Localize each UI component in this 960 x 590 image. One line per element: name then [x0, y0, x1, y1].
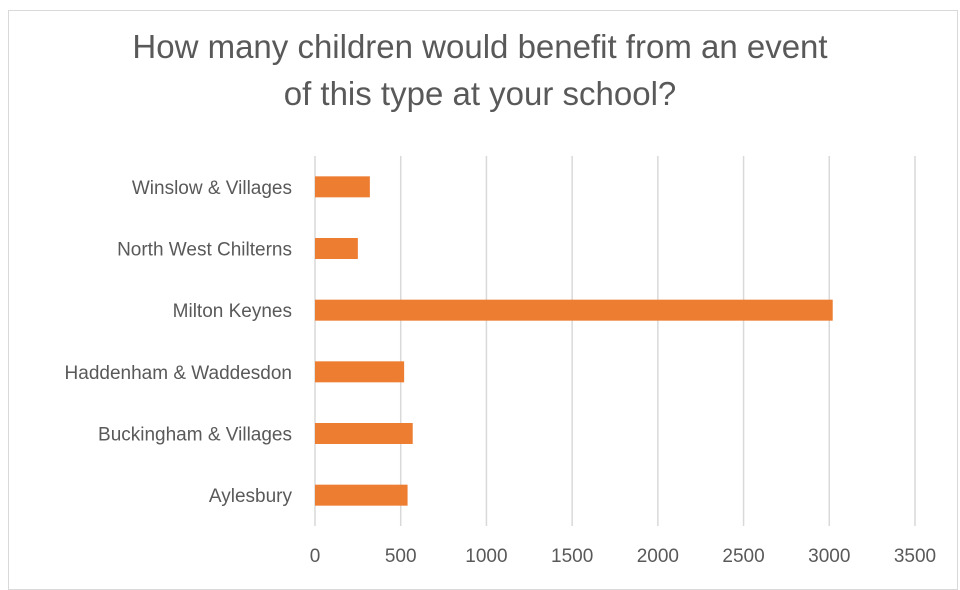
chart-title-line-2: of this type at your school?	[283, 74, 677, 112]
category-label-4: Buckingham & Villages	[98, 425, 292, 446]
x-tick-label-1500: 1500	[551, 546, 593, 567]
category-label-2: Milton Keynes	[173, 301, 292, 322]
x-tick-label-1000: 1000	[465, 546, 507, 567]
category-label-3: Haddenham & Waddesdon	[65, 363, 292, 384]
x-tick-label-2000: 2000	[637, 546, 679, 567]
x-tick-label-0: 0	[310, 546, 321, 567]
bar-3	[315, 361, 405, 383]
bar-chart: Winslow & Villages North West Chilterns Mi…	[65, 156, 936, 567]
chart-title-line-1: How many children would benefit from an …	[132, 28, 828, 65]
category-label-5: Aylesbury	[209, 486, 293, 507]
bars	[315, 176, 833, 506]
category-label-0: Winslow & Villages	[132, 178, 292, 199]
bar-2	[315, 299, 833, 321]
bar-5	[315, 484, 408, 506]
bar-0	[315, 176, 370, 198]
x-tick-label-3000: 3000	[808, 546, 850, 567]
x-tick-label-500: 500	[385, 546, 417, 567]
bar-4	[315, 423, 413, 444]
category-label-1: North West Chilterns	[117, 240, 292, 261]
x-tick-labels: 0 500 1000 1500 2000 2500 3000 3500	[310, 546, 936, 567]
gridlines	[314, 156, 916, 526]
chart-title: How many children would benefit from an …	[0, 24, 960, 118]
category-labels: Winslow & Villages North West Chilterns Mi…	[65, 178, 293, 507]
x-tick-label-3500: 3500	[894, 546, 936, 567]
x-tick-label-2500: 2500	[722, 546, 764, 567]
bar-1	[315, 238, 358, 259]
